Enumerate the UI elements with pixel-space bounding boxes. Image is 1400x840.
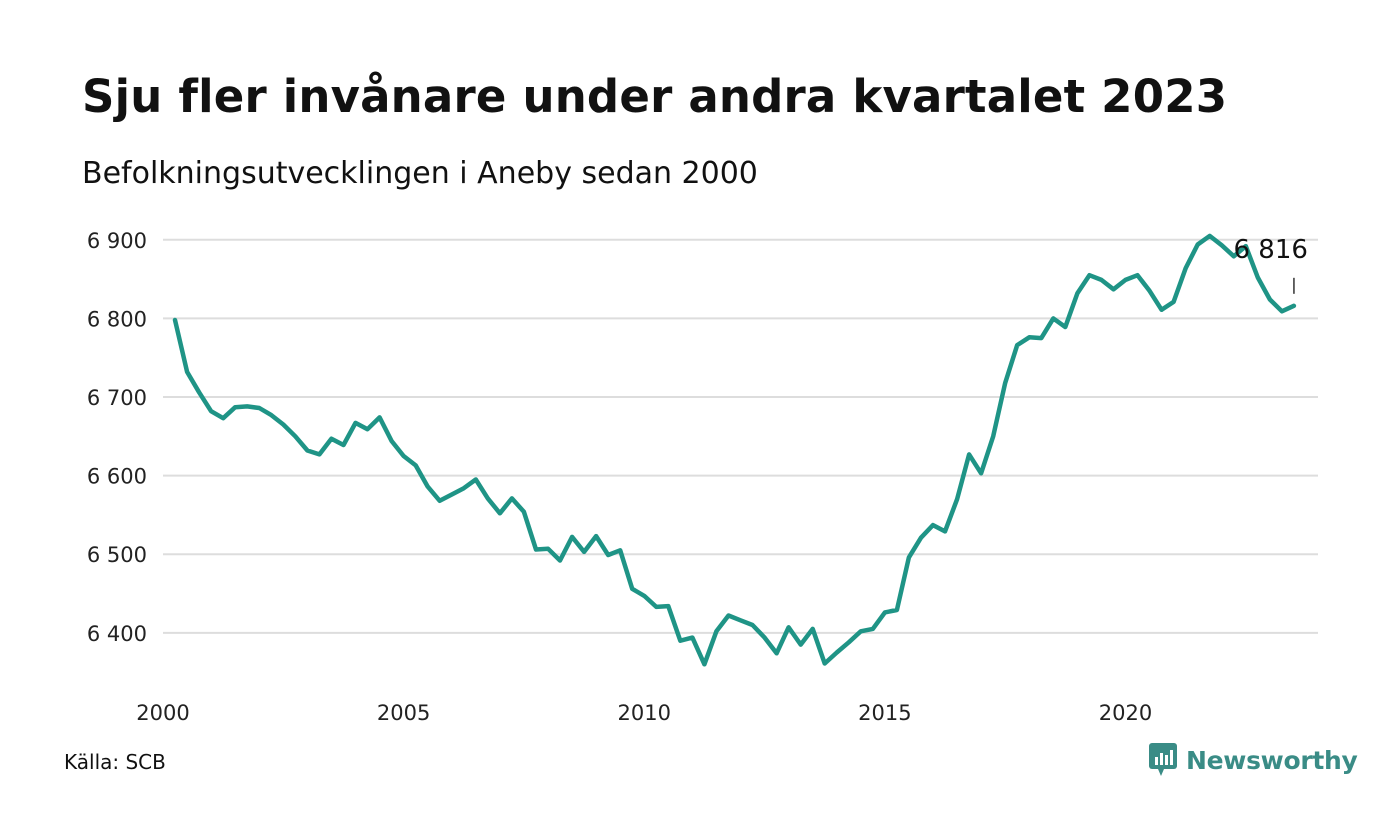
y-tick-label: 6 800 [87,307,147,331]
end-value-label: 6 816 [1234,235,1308,265]
page-title: Sju fler invånare under andra kvartalet … [82,70,1228,123]
grid-lines [163,238,1318,634]
page-subtitle: Befolkningsutvecklingen i Aneby sedan 20… [82,156,758,191]
brand-name: Newsworthy [1186,745,1358,775]
y-tick-label: 6 700 [87,386,147,410]
x-tick-label: 2015 [858,701,911,725]
x-tick-label: 2005 [377,701,430,725]
series-line [172,233,1297,667]
newsworthy-logo-icon [1149,743,1177,776]
y-axis-ticks: 6 400 6 500 6 600 6 700 6 800 6 900 [87,229,147,646]
x-tick-label: 2020 [1099,701,1152,725]
y-tick-label: 6 500 [87,543,147,567]
x-tick-label: 2000 [136,701,189,725]
series-layer [172,233,1297,667]
x-tick-label: 2010 [618,701,671,725]
y-tick-label: 6 900 [87,229,147,253]
x-axis-ticks: 2000 2005 2010 2015 2020 [136,701,1152,725]
brand-logo: Newsworthy [1148,742,1358,778]
end-annotation: 6 816 [1234,235,1308,294]
source-note: Källa: SCB [64,750,166,774]
y-tick-label: 6 600 [87,465,147,489]
y-tick-label: 6 400 [87,622,147,646]
